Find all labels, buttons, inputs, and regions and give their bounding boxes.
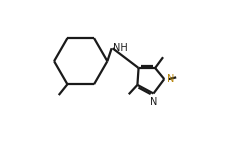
Text: N: N — [149, 97, 156, 107]
Text: N: N — [166, 74, 173, 84]
Text: NH: NH — [113, 43, 127, 53]
